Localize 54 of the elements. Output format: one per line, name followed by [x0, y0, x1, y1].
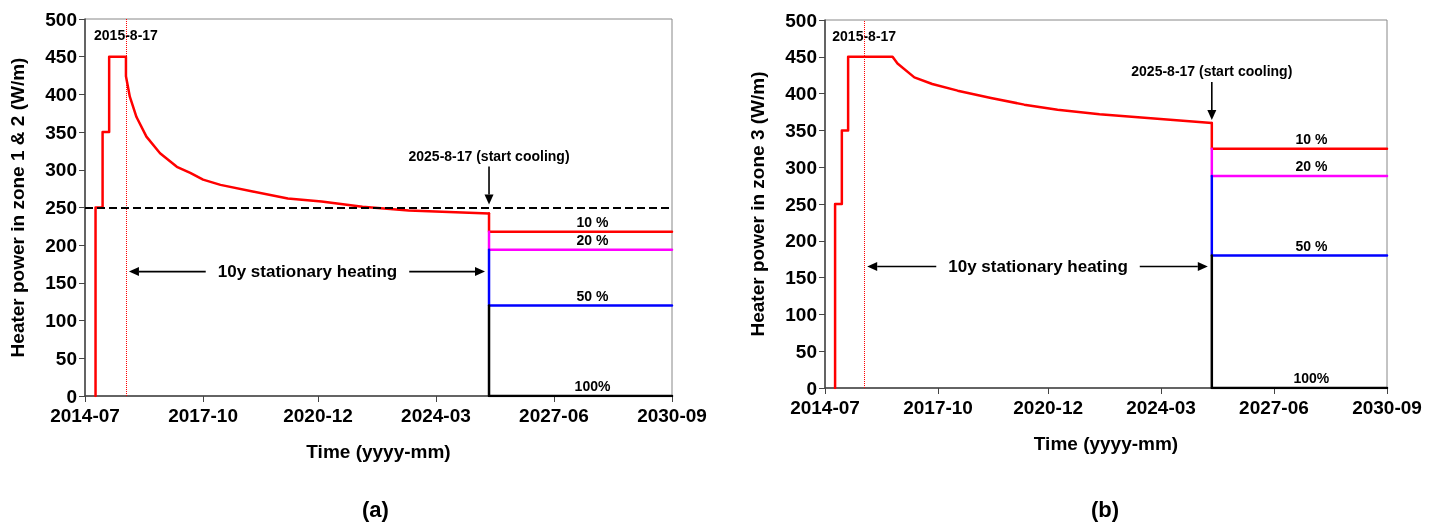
- ref-line-label: 2015-8-17: [832, 28, 897, 44]
- x-tick-label: 2017-10: [168, 405, 238, 426]
- y-tick-label: 200: [45, 234, 77, 256]
- x-tick-label: 2020-12: [1013, 397, 1084, 418]
- y-tick-label: 300: [785, 156, 817, 178]
- y-tick-label: 300: [45, 159, 77, 181]
- y-tick-label: 250: [785, 193, 817, 215]
- y-tick-label: 200: [785, 230, 817, 252]
- y-axis-title: Heater power in zone 3 (W/m): [747, 71, 768, 337]
- y-tick-label: 0: [806, 377, 817, 399]
- annotation: 2025-8-17 (start cooling): [1131, 63, 1293, 80]
- y-tick-label: 50: [55, 347, 77, 369]
- y-tick-label: 150: [45, 272, 77, 294]
- series-label: 20 %: [576, 231, 610, 248]
- y-tick-label: 50: [795, 340, 817, 362]
- x-tick-label: 2030-09: [1352, 397, 1422, 418]
- series-label: 50 %: [576, 287, 610, 304]
- y-tick-label: 400: [45, 83, 77, 105]
- x-tick-label: 2030-09: [637, 405, 707, 426]
- x-tick-label: 2020-12: [283, 405, 353, 426]
- x-tick-label: 2027-06: [519, 405, 589, 426]
- annotation: 10y stationary heating: [217, 262, 398, 282]
- x-tick-label: 2014-07: [790, 397, 860, 418]
- y-tick-label: 250: [45, 197, 77, 218]
- y-tick-label: 100: [45, 310, 77, 332]
- annotation: 2025-8-17 (start cooling): [408, 147, 570, 164]
- series-label: 10 %: [1295, 130, 1328, 147]
- y-tick-label: 400: [785, 83, 817, 105]
- x-tick-label: 2024-03: [401, 405, 471, 426]
- x-tick-label: 2017-10: [903, 397, 973, 418]
- annotation: 10y stationary heating: [948, 257, 1128, 277]
- y-tick-label: 450: [785, 46, 817, 68]
- x-tick-label: 2027-06: [1239, 397, 1309, 418]
- x-tick-label: 2014-07: [50, 405, 120, 426]
- text: (a): [362, 496, 389, 522]
- series-label: 20 %: [1295, 158, 1328, 175]
- y-tick-label: 150: [785, 267, 817, 289]
- ref-line-label: 2015-8-17: [94, 27, 159, 43]
- y-tick-label: 350: [785, 119, 817, 141]
- y-tick-label: 0: [66, 385, 77, 407]
- series-label: 50 %: [1295, 237, 1328, 254]
- y-axis-title: Heater power in zone 1 & 2 (W/m): [7, 57, 28, 358]
- y-tick-label: 450: [45, 46, 77, 68]
- x-axis-title: Time (yyyy-mm): [306, 441, 451, 462]
- y-tick-label: 350: [45, 121, 77, 143]
- y-tick-label: 500: [785, 9, 817, 31]
- series-label: 100%: [574, 378, 611, 394]
- x-tick-label: 2024-03: [1126, 397, 1196, 418]
- y-tick-label: 500: [45, 8, 77, 30]
- series-label: 100%: [1293, 370, 1330, 386]
- x-axis-title: Time (yyyy-mm): [1033, 433, 1179, 454]
- text: (b): [1091, 496, 1120, 522]
- y-tick-label: 100: [785, 303, 817, 325]
- series-label: 10 %: [576, 213, 610, 230]
